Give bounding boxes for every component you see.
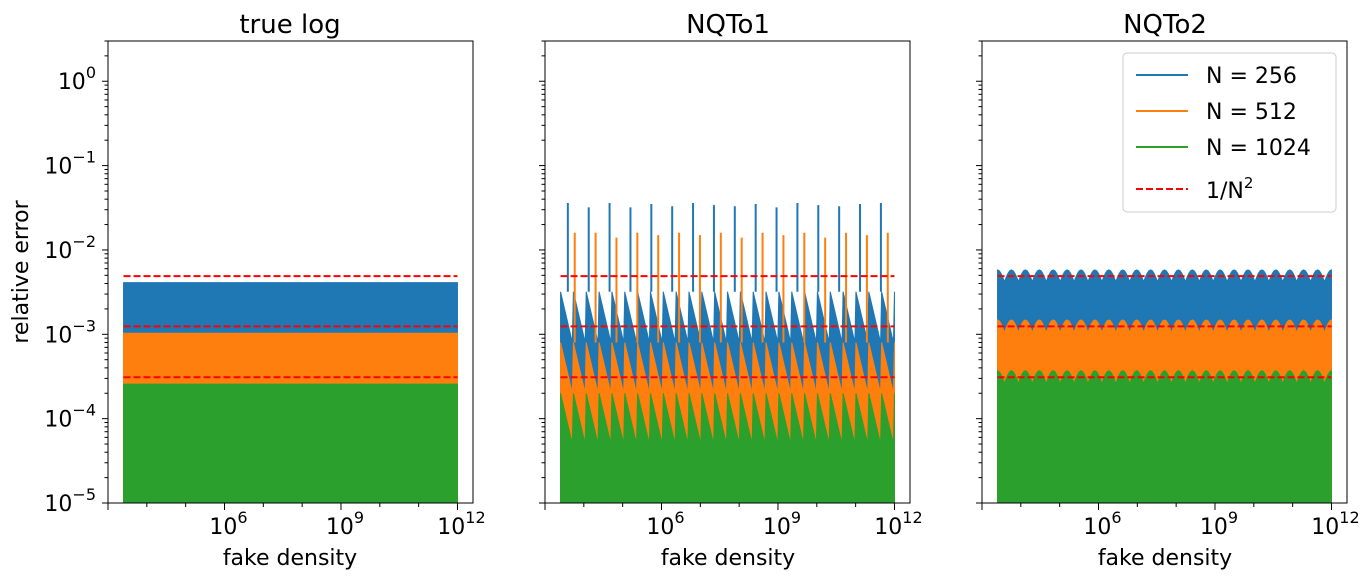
legend-frame	[1122, 52, 1337, 213]
subplot-title: true log	[239, 10, 340, 40]
tick-base: 10	[326, 515, 354, 540]
tick-base: 10	[58, 70, 86, 95]
series-1024-area	[560, 393, 895, 503]
subplot-nqto1: NQTo1 106 109 1012 fake density	[539, 10, 923, 571]
tick-exponent: −2	[72, 232, 96, 251]
y-tick-label: 10−4	[44, 401, 96, 433]
y-axis-label: relative error	[9, 199, 34, 343]
subplot-title: NQTo2	[1123, 10, 1207, 40]
tick-base: 10	[44, 323, 72, 348]
tick-base: 10	[44, 239, 72, 264]
tick-exponent: −1	[72, 148, 96, 167]
legend-entry-reference: 1/N2	[1136, 174, 1253, 204]
tick-base: 10	[1083, 515, 1111, 540]
legend-label: N = 256	[1206, 64, 1297, 89]
tick-exponent: 6	[237, 508, 247, 527]
tick-base: 10	[1311, 515, 1339, 540]
series-1024-area	[123, 383, 458, 503]
x-axis-label: fake density	[1098, 546, 1232, 571]
plot-area: 106 109 1012	[539, 40, 923, 540]
x-axis-label: fake density	[223, 546, 357, 571]
subplot-title: NQTo1	[686, 10, 770, 40]
tick-base: 10	[763, 515, 791, 540]
axes-frame	[981, 40, 1348, 504]
subplot-nqto2: NQTo2 106 109 1012 fake density	[976, 10, 1360, 571]
tick-exponent: −5	[72, 485, 96, 504]
x-tick-label: 106	[646, 508, 684, 540]
legend-label: N = 1024	[1206, 136, 1311, 161]
x-tick-label: 1012	[437, 508, 485, 540]
axes-frame	[544, 40, 911, 504]
legend: N = 256 N = 512 N = 1024 1/N2	[1122, 52, 1337, 213]
series-layer	[560, 203, 895, 503]
x-tick-label: 1012	[874, 508, 922, 540]
tick-base: 10	[209, 515, 237, 540]
legend-label: N = 512	[1206, 100, 1297, 125]
x-tick-label: 109	[326, 508, 364, 540]
tick-exponent: 12	[465, 508, 485, 527]
tick-base: 10	[44, 492, 72, 517]
tick-base: 10	[1200, 515, 1228, 540]
x-tick-label: 109	[763, 508, 801, 540]
axes-frame	[107, 40, 474, 504]
tick-exponent: −4	[72, 401, 96, 420]
legend-label-exponent: 2	[1244, 174, 1254, 192]
y-tick-label: 10−2	[44, 232, 96, 264]
y-tick-label: 10−1	[44, 148, 96, 180]
tick-base: 10	[646, 515, 674, 540]
tick-exponent: 9	[1228, 508, 1238, 527]
legend-label: 1/N2	[1206, 174, 1253, 204]
tick-base: 10	[437, 515, 465, 540]
tick-exponent: 12	[902, 508, 922, 527]
y-tick-label: 10−5	[44, 485, 96, 517]
y-tick-label: 100	[58, 63, 96, 95]
x-tick-label: 109	[1200, 508, 1238, 540]
x-tick-label: 1012	[1311, 508, 1359, 540]
series-layer	[997, 269, 1332, 503]
tick-exponent: 6	[1111, 508, 1121, 527]
tick-exponent: 9	[354, 508, 364, 527]
tick-base: 10	[874, 515, 902, 540]
series-1024-area	[997, 369, 1332, 503]
x-tick-label: 106	[209, 508, 247, 540]
tick-base: 10	[44, 408, 72, 433]
tick-exponent: 0	[86, 63, 96, 82]
x-axis-label: fake density	[661, 546, 795, 571]
y-tick-label: 10−3	[44, 316, 96, 348]
tick-exponent: −3	[72, 316, 96, 335]
tick-exponent: 12	[1339, 508, 1359, 527]
tick-base: 10	[44, 155, 72, 180]
legend-label-base: 1/N	[1206, 179, 1244, 204]
legend-entry-n1024: N = 1024	[1136, 136, 1311, 161]
legend-entry-n256: N = 256	[1136, 64, 1297, 89]
legend-entry-n512: N = 512	[1136, 100, 1297, 125]
tick-exponent: 9	[791, 508, 801, 527]
plot-area: 106 109 1012	[976, 40, 1360, 540]
series-layer	[123, 275, 458, 503]
tick-exponent: 6	[674, 508, 684, 527]
x-tick-label: 106	[1083, 508, 1121, 540]
